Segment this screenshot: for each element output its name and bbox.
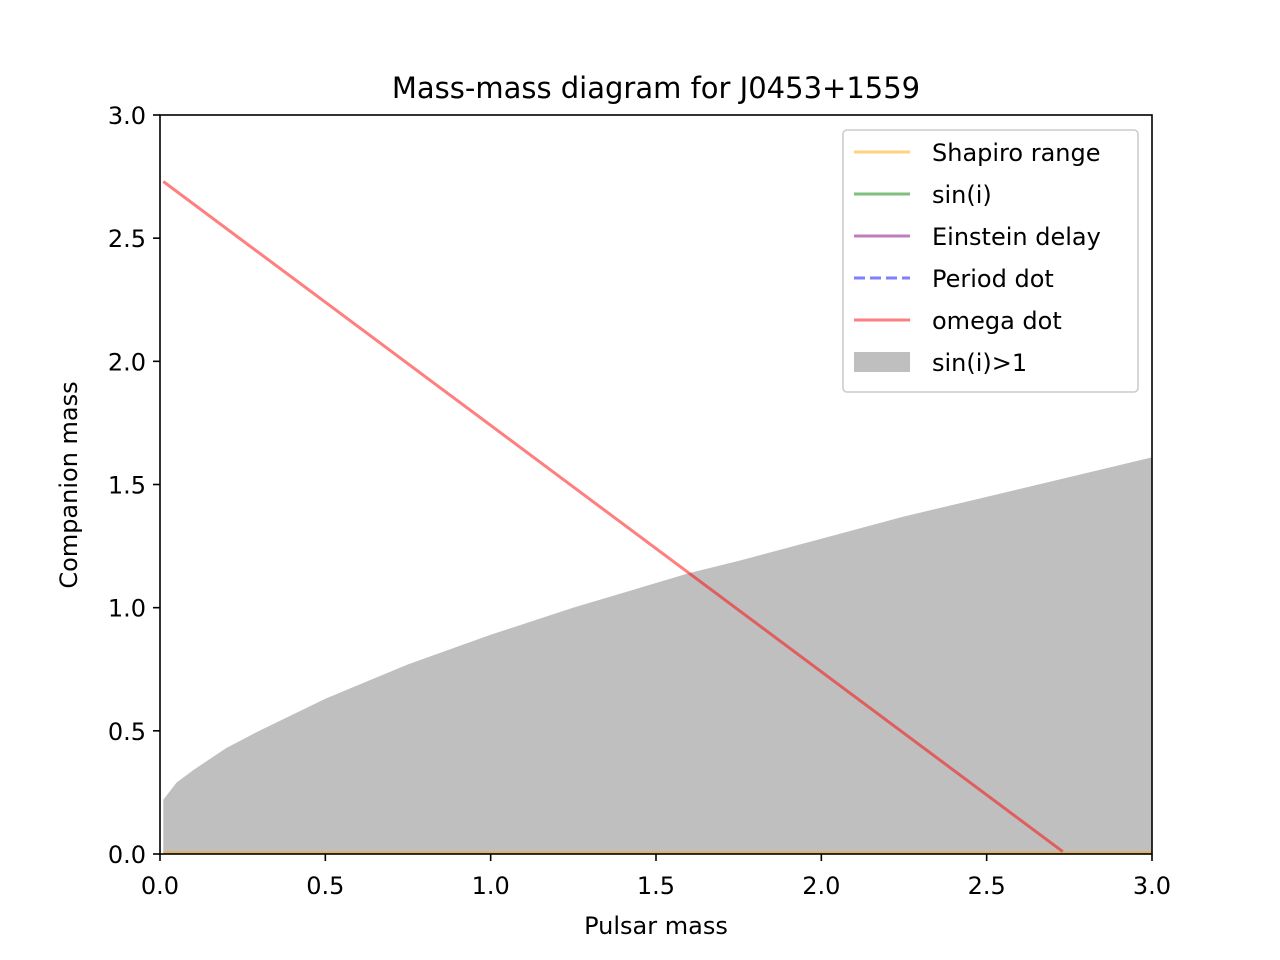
axes: 0.0 0.5 1.0 1.5 2.0 2.5 3.0 0.0 0.5 1.0 1.5 2.0 2.5 3… xyxy=(108,102,1171,900)
legend-entry-period-dot: Period dot xyxy=(854,265,1054,293)
y-tick-label: 1.0 xyxy=(108,595,146,623)
legend-label: Period dot xyxy=(932,265,1054,293)
y-tick-label: 0.5 xyxy=(108,718,146,746)
legend-label: sin(i)>1 xyxy=(932,349,1027,377)
legend-entry-sin-i-1: sin(i)>1 xyxy=(854,349,1027,377)
legend-label: omega dot xyxy=(932,307,1062,335)
legend-entry-einstein-delay: Einstein delay xyxy=(854,223,1101,251)
plot-area xyxy=(162,180,1152,854)
series-line-omega-dot xyxy=(162,180,1064,853)
x-tick-label: 0.5 xyxy=(306,872,344,900)
y-tick-label: 1.5 xyxy=(108,472,146,500)
y-tick-label: 0.0 xyxy=(108,841,146,869)
legend-box xyxy=(842,129,1139,393)
legend-entry-sin-i: sin(i) xyxy=(854,181,992,209)
y-tick-label: 2.5 xyxy=(108,225,146,253)
x-tick-label: 1.5 xyxy=(637,872,675,900)
x-tick-label: 3.0 xyxy=(1133,872,1171,900)
plot-series-group xyxy=(162,180,1152,854)
x-tick-label: 0.0 xyxy=(141,872,179,900)
x-tick-label: 2.5 xyxy=(968,872,1006,900)
legend: Shapiro range sin(i) Einstein delay Period … xyxy=(842,129,1139,393)
legend-label: Shapiro range xyxy=(932,139,1101,167)
legend-entry-shapiro-range: Shapiro range xyxy=(854,139,1101,167)
y-tick-label: 3.0 xyxy=(108,102,146,130)
x-tick-label: 2.0 xyxy=(802,872,840,900)
legend-entry-omega-dot: omega dot xyxy=(854,307,1062,335)
y-tick-label: 2.0 xyxy=(108,348,146,376)
legend-label: Einstein delay xyxy=(932,223,1101,251)
series-fill-sin-i-1 xyxy=(163,457,1152,854)
y-axis-label: Companion mass xyxy=(55,381,83,588)
chart-title: Mass-mass diagram for J0453+1559 xyxy=(392,71,920,105)
x-tick-label: 1.0 xyxy=(472,872,510,900)
legend-label: sin(i) xyxy=(932,181,992,209)
legend-swatch xyxy=(854,352,910,372)
x-axis-label: Pulsar mass xyxy=(584,912,728,940)
